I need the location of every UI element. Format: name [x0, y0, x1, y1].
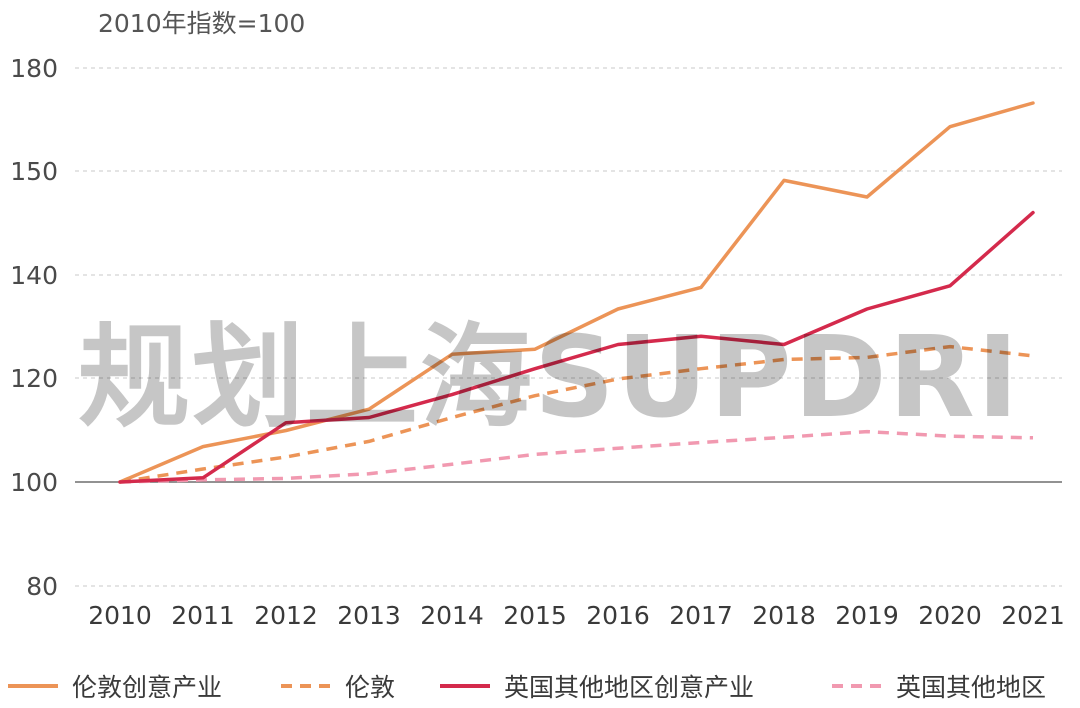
y-tick-label: 140 [10, 261, 58, 290]
y-tick-label: 120 [10, 364, 58, 393]
legend-swatch-solid-red [440, 684, 490, 688]
legend-item-rest-uk: 英国其他地区 [832, 664, 1046, 708]
y-unit-label: 2010年指数=100 [98, 9, 306, 38]
legend-swatch-dashed-pink [832, 684, 882, 688]
x-tick-label: 2020 [918, 601, 982, 630]
legend-item-london: 伦敦 [281, 664, 395, 708]
legend-label: 英国其他地区创意产业 [504, 673, 755, 702]
series-line-3 [119, 429, 1034, 484]
x-tick-label: 2014 [420, 601, 484, 630]
grid-layer [75, 67, 1062, 587]
x-tick-label: 2013 [337, 601, 401, 630]
legend-label: 伦敦创意产业 [72, 673, 223, 702]
x-tick-label: 2011 [171, 601, 235, 630]
legend-item-rest-uk-creative: 英国其他地区创意产业 [440, 664, 754, 708]
y-tick-label: 180 [10, 54, 58, 83]
series-line-1 [119, 344, 1034, 484]
x-tick-label: 2012 [254, 601, 318, 630]
x-tick-label: 2021 [1001, 601, 1065, 630]
x-tick-label: 2017 [669, 601, 733, 630]
y-tick-label: 150 [10, 157, 58, 186]
series-layer [118, 101, 1035, 484]
legend-swatch-solid-orange [8, 684, 58, 688]
x-tick-label: 2019 [835, 601, 899, 630]
legend-swatch-dashed-orange [281, 684, 331, 688]
y-tick-label: 80 [26, 572, 58, 601]
x-tick-label: 2018 [752, 601, 816, 630]
legend-label: 英国其他地区 [896, 673, 1047, 702]
chart-legend: 伦敦创意产业 伦敦 英国其他地区创意产业 英国其他地区 [0, 664, 1080, 708]
y-tick-label: 100 [10, 468, 58, 497]
axis-layer: 80 100 120 140 150 180 2010 2011 2012 2013 2014 201… [10, 54, 1065, 630]
series-line-2 [118, 210, 1035, 484]
line-chart: 80 100 120 140 150 180 2010 2011 2012 2013 2014 201… [10, 54, 1065, 630]
x-tick-label: 2016 [586, 601, 650, 630]
series-line-0 [118, 101, 1035, 484]
legend-item-london-creative: 伦敦创意产业 [8, 664, 222, 708]
legend-label: 伦敦 [345, 673, 396, 702]
x-tick-label: 2010 [88, 601, 152, 630]
x-tick-label: 2015 [503, 601, 567, 630]
